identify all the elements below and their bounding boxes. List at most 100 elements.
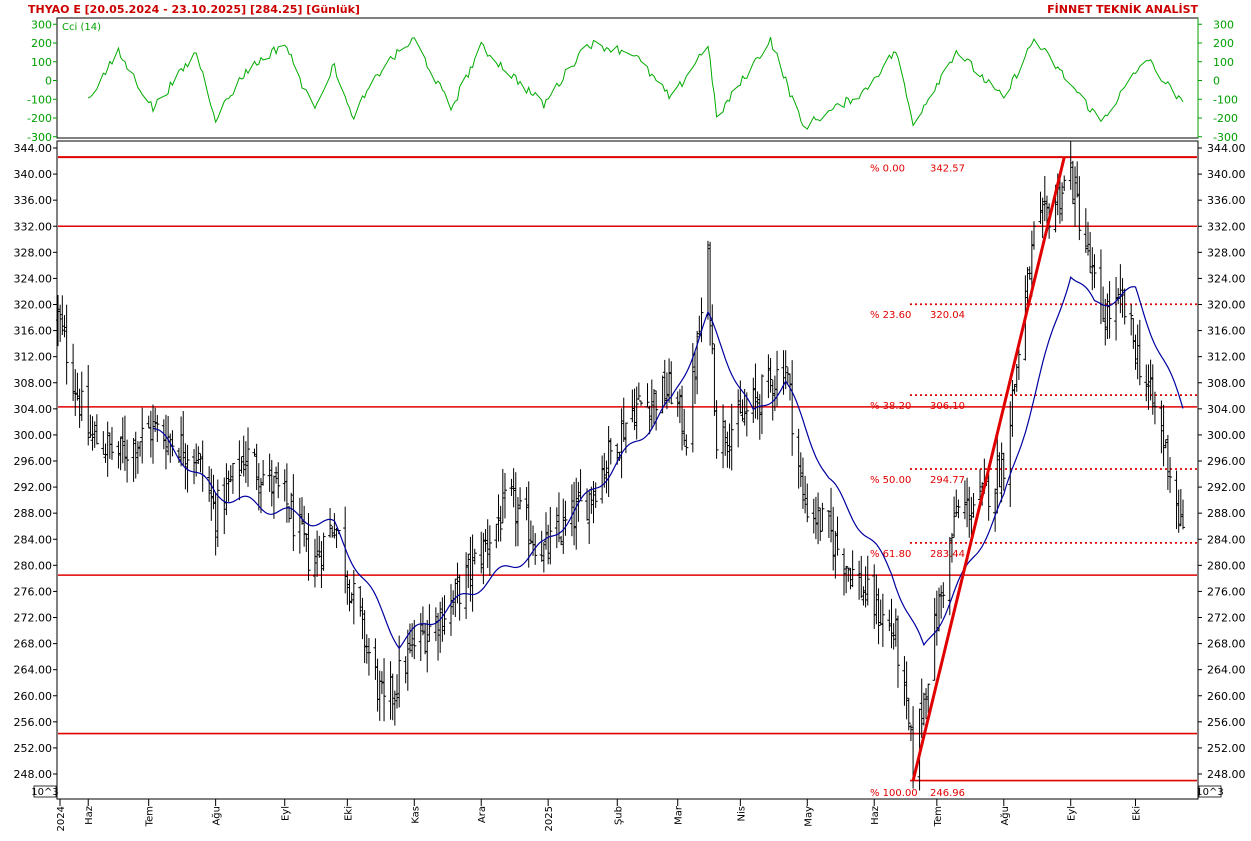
ohlc-bar — [155, 414, 160, 442]
x-tick-label: 2024 — [56, 806, 67, 831]
ohlc-bar — [472, 548, 477, 565]
ohlc-bar — [502, 472, 507, 519]
ohlc-bar — [906, 697, 911, 731]
ohlc-bar — [636, 382, 641, 400]
price-tick-label-left: 252.00 — [14, 742, 53, 755]
price-tick-label-right: 300.00 — [1207, 429, 1246, 442]
ohlc-bar — [109, 427, 114, 460]
ohlc-bar — [94, 414, 99, 445]
x-tick-label: Eyl — [1067, 806, 1078, 821]
price-tick-label-left: 308.00 — [14, 377, 53, 390]
fib-percent-label: % 61.80 — [870, 549, 911, 560]
ohlc-bar — [684, 434, 689, 456]
ohlc-bar — [695, 330, 700, 395]
price-tick-label-left: 280.00 — [14, 559, 53, 572]
ohlc-bar — [230, 462, 235, 494]
ohlc-bar — [1107, 281, 1112, 339]
price-tick-label-right: 252.00 — [1207, 742, 1246, 755]
ohlc-bar — [639, 400, 644, 406]
cci-tick-label-right: -100 — [1213, 93, 1238, 106]
ohlc-bar — [1152, 391, 1157, 425]
x-tick-label: Ağu — [999, 806, 1011, 826]
cci-tick-label-left: 200 — [31, 37, 52, 50]
price-tick-label-right: 280.00 — [1207, 559, 1246, 572]
ohlc-bar — [518, 487, 523, 510]
price-tick-label-left: 268.00 — [14, 638, 53, 651]
price-tick-label-right: 320.00 — [1207, 299, 1246, 312]
ohlc-bar — [971, 493, 976, 518]
price-tick-label-left: 324.00 — [14, 272, 53, 285]
fib-value-label: 306.10 — [930, 401, 965, 412]
ohlc-bar — [563, 500, 568, 536]
x-tick-label: Ara — [477, 806, 488, 823]
x-tick-label: Eyl — [281, 806, 292, 821]
ohlc-bar — [768, 358, 773, 393]
price-tick-label-left: 260.00 — [14, 690, 53, 703]
moving-average — [152, 276, 1184, 650]
price-tick-label-right: 296.00 — [1207, 455, 1246, 468]
ohlc-bar — [291, 474, 296, 552]
ohlc-bar — [844, 565, 849, 594]
cci-tick-label-left: -100 — [27, 93, 52, 106]
cci-tick-label-right: 200 — [1213, 37, 1234, 50]
ohlc-bar — [1001, 452, 1006, 491]
cci-tick-label-right: -200 — [1213, 112, 1238, 125]
x-tick-label: Nis — [736, 806, 747, 821]
ohlc-bar — [64, 304, 69, 385]
ohlc-bar — [366, 637, 371, 676]
ohlc-bar — [246, 427, 251, 487]
price-tick-label-left: 264.00 — [14, 664, 53, 677]
x-tick-label: Tem — [933, 806, 944, 827]
fib-value-label: 342.57 — [930, 163, 965, 174]
price-tick-label-left: 332.00 — [14, 220, 53, 233]
ohlc-bar — [1032, 221, 1037, 250]
x-tick-label: Eki — [1131, 806, 1142, 821]
ohlc-bar — [759, 374, 764, 435]
price-tick-label-left: 288.00 — [14, 507, 53, 520]
price-tick-label-left: 316.00 — [14, 325, 53, 338]
cci-tick-label-left: -300 — [27, 131, 52, 144]
ohlc-bar — [276, 462, 281, 499]
fib-value-label: 320.04 — [930, 310, 965, 321]
cci-tick-label-left: 300 — [31, 18, 52, 31]
ohlc-bar — [548, 507, 553, 565]
cci-label: Cci (14) — [62, 22, 101, 33]
price-tick-label-right: 248.00 — [1207, 768, 1246, 781]
price-axis-right: 344.00 340.00 336.00 332.00 328.00 324.00 320.… — [1198, 142, 1246, 781]
ohlc-bar — [125, 439, 130, 483]
cci-tick-label-left: -200 — [27, 112, 52, 125]
ohlc-bar — [1181, 499, 1185, 530]
ohlc-bar — [608, 438, 613, 465]
cci-line — [87, 37, 1184, 130]
fib-value-label: 283.44 — [930, 549, 965, 560]
cci-tick-label-left: 100 — [31, 56, 52, 69]
ohlc-bar — [1077, 176, 1082, 241]
ohlc-bar — [1129, 304, 1134, 336]
cci-tick-label-right: 300 — [1213, 18, 1234, 31]
cci-tick-label-right: 0 — [1213, 75, 1220, 88]
price-tick-label-right: 268.00 — [1207, 638, 1246, 651]
price-tick-label-right: 312.00 — [1207, 351, 1246, 364]
cci-tick-label-right: 100 — [1213, 56, 1234, 69]
ohlc-bar — [645, 383, 650, 408]
moving-average-line — [152, 276, 1184, 650]
cci-tick-label-left: 0 — [45, 75, 52, 88]
ohlc-bar — [876, 588, 881, 645]
ohlc-bar — [1060, 182, 1065, 222]
price-tick-label-left: 340.00 — [14, 168, 53, 181]
price-tick-label-right: 284.00 — [1207, 533, 1246, 546]
price-tick-label-right: 272.00 — [1207, 612, 1246, 625]
price-tick-label-right: 276.00 — [1207, 585, 1246, 598]
ohlc-bar — [895, 615, 900, 688]
x-tick-label: 2025 — [544, 806, 555, 831]
x-tick-label: Tem — [145, 806, 156, 827]
fibonacci-levels: % 0.00 342.57 % 23.60 320.04 % 38.20 306.10 % … — [870, 163, 1197, 799]
ohlc-bar — [729, 403, 734, 471]
ohlc-bar — [1168, 457, 1173, 493]
cci-axis-left: 300 200 100 0 -100 -200 -300 — [27, 18, 57, 144]
price-tick-label-left: 272.00 — [14, 612, 53, 625]
ohlc-bar — [941, 582, 946, 609]
ohlc-bar — [284, 463, 289, 523]
ohlc-bar — [956, 499, 961, 519]
ohlc-bar — [865, 555, 870, 606]
